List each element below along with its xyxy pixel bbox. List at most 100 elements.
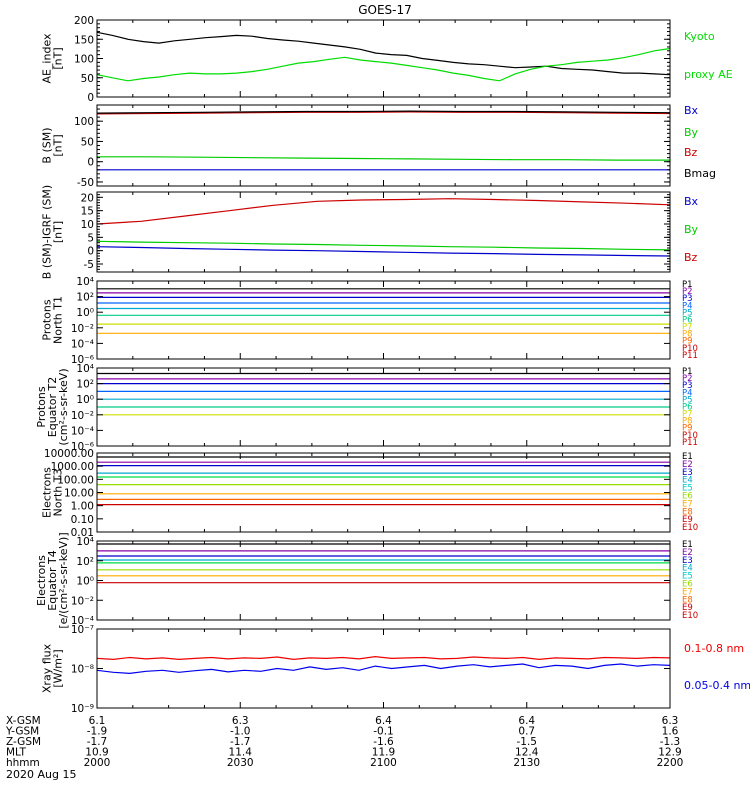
- legend-label: P10: [682, 431, 698, 441]
- y-axis-label: North T1: [52, 296, 65, 344]
- y-tick-label: 0: [87, 246, 94, 258]
- y-tick-label: 100: [74, 116, 94, 128]
- ephemeris-value: 2200: [657, 757, 684, 769]
- y-tick-label: 100.00: [57, 474, 94, 486]
- y-tick-label: -50: [77, 177, 94, 189]
- legend-label: By: [684, 126, 699, 139]
- legend-label: E9: [682, 515, 693, 525]
- legend-label: P1: [682, 280, 693, 290]
- ephemeris-label: Y-GSM: [5, 726, 39, 738]
- y-tick-label: 10.00: [64, 488, 94, 500]
- legend-label: Bz: [684, 146, 698, 159]
- y-tick-label: 10⁻⁷: [71, 624, 94, 636]
- ephemeris-value: 2030: [227, 757, 254, 769]
- y-axis-label: [e/(cm²-s-sr-keV)]: [57, 532, 70, 628]
- y-axis-label: [nT]: [52, 221, 65, 243]
- legend-label: P9: [682, 337, 693, 347]
- legend-label: 0.05-0.4 nm: [684, 679, 750, 692]
- y-axis-label: Xray flux: [41, 643, 54, 693]
- legend-label: P7: [682, 323, 693, 333]
- ephemeris-value: 12.4: [515, 747, 539, 759]
- y-axis-label: (cm²-s-sr-keV): [57, 368, 70, 445]
- ephemeris-label: X-GSM: [6, 715, 41, 727]
- y-tick-label: 10⁰: [76, 394, 94, 406]
- ephemeris-value: 2100: [370, 757, 397, 769]
- legend-label: P3: [682, 294, 693, 304]
- legend-label: Bz: [684, 251, 698, 264]
- ephemeris-value: 10.9: [85, 747, 108, 759]
- ephemeris-value: -1.6: [373, 736, 394, 748]
- y-tick-label: -5: [84, 259, 94, 271]
- y-tick-label: 5: [87, 232, 94, 244]
- legend-label: P6: [682, 402, 693, 412]
- ephemeris-value: 0.7: [518, 726, 535, 738]
- legend-label: P4: [682, 388, 693, 398]
- panel-frame: [96, 540, 671, 621]
- panel-2: -50 0 50 100 B (SM)[nT] Bx By Bz Bmag: [41, 104, 717, 189]
- legend-label: P8: [682, 417, 693, 427]
- legend-label: Bx: [684, 104, 699, 117]
- legend-label: E2: [682, 460, 693, 470]
- y-tick-label: 10⁻⁴: [71, 615, 94, 627]
- y-tick-label: 10⁻⁹: [71, 703, 94, 715]
- legend-label: E7: [682, 499, 693, 509]
- y-tick-label: 100: [74, 54, 94, 66]
- panel-frame: [96, 452, 671, 533]
- y-tick-label: 1000.00: [51, 461, 94, 473]
- y-tick-label: 10⁴: [76, 363, 94, 375]
- y-axis-label: [nT]: [52, 134, 65, 156]
- y-tick-label: 10⁴: [76, 536, 94, 548]
- legend-label: P1: [682, 367, 693, 377]
- series-line-bmag: [96, 110, 671, 114]
- legend-label: E7: [682, 587, 693, 597]
- y-tick-label: 0: [87, 92, 94, 104]
- legend-label: Bmag: [684, 167, 716, 180]
- y-tick-label: 50: [81, 136, 94, 148]
- date-label: 2020 Aug 15: [6, 768, 76, 781]
- legend-label: P10: [682, 344, 698, 354]
- legend-label: P2: [682, 287, 693, 297]
- y-tick-label: 10⁻⁶: [71, 354, 94, 366]
- y-tick-label: 0.10: [71, 514, 94, 526]
- legend-label: P4: [682, 301, 693, 311]
- legend-label: E4: [682, 476, 693, 486]
- y-tick-label: 10⁻⁴: [71, 338, 94, 350]
- y-tick-label: 150: [74, 34, 94, 46]
- legend-label: E3: [682, 468, 693, 478]
- legend-label: proxy AE: [684, 68, 733, 81]
- legend-label: P8: [682, 330, 693, 340]
- y-tick-label: 20: [81, 192, 94, 204]
- y-tick-label: 10²: [76, 292, 94, 304]
- panel-frame: [96, 191, 671, 273]
- y-tick-label: 10⁻⁶: [71, 441, 94, 453]
- legend-label: E4: [682, 564, 693, 574]
- series-line-0-1-0-8-nm: [96, 655, 671, 661]
- legend-label: E10: [682, 611, 698, 621]
- y-tick-label: 10⁻²: [71, 323, 94, 335]
- y-axis-label: B (SM): [41, 127, 54, 163]
- y-tick-label: 10⁴: [76, 276, 94, 288]
- series-line-0-05-0-4-nm: [96, 663, 671, 675]
- y-axis-label: [W/m²]: [52, 649, 65, 687]
- ephemeris-value: -1.9: [87, 726, 108, 738]
- legend-label: Kyoto: [684, 30, 715, 43]
- legend-label: P6: [682, 315, 693, 325]
- y-axis-label: Protons: [35, 386, 48, 427]
- legend-label: P3: [682, 381, 693, 391]
- y-axis-label: [nT]: [52, 47, 65, 69]
- legend-label: E1: [682, 540, 693, 550]
- y-axis-label: Equator T2: [46, 377, 59, 437]
- ephemeris-value: 11.4: [229, 747, 253, 759]
- y-tick-label: 10⁻⁴: [71, 425, 94, 437]
- y-tick-label: 10²: [76, 556, 94, 568]
- ephemeris-label: hhmm: [6, 757, 40, 769]
- series-line-themis-ae: [96, 31, 671, 76]
- ephemeris-label: Z-GSM: [6, 736, 41, 748]
- y-axis-label: B (SM)-IGRF (SM): [41, 185, 54, 279]
- y-tick-label: 10⁰: [76, 307, 94, 319]
- legend-label: E5: [682, 484, 693, 494]
- series-line-kyoto-proxy-ae: [96, 47, 671, 82]
